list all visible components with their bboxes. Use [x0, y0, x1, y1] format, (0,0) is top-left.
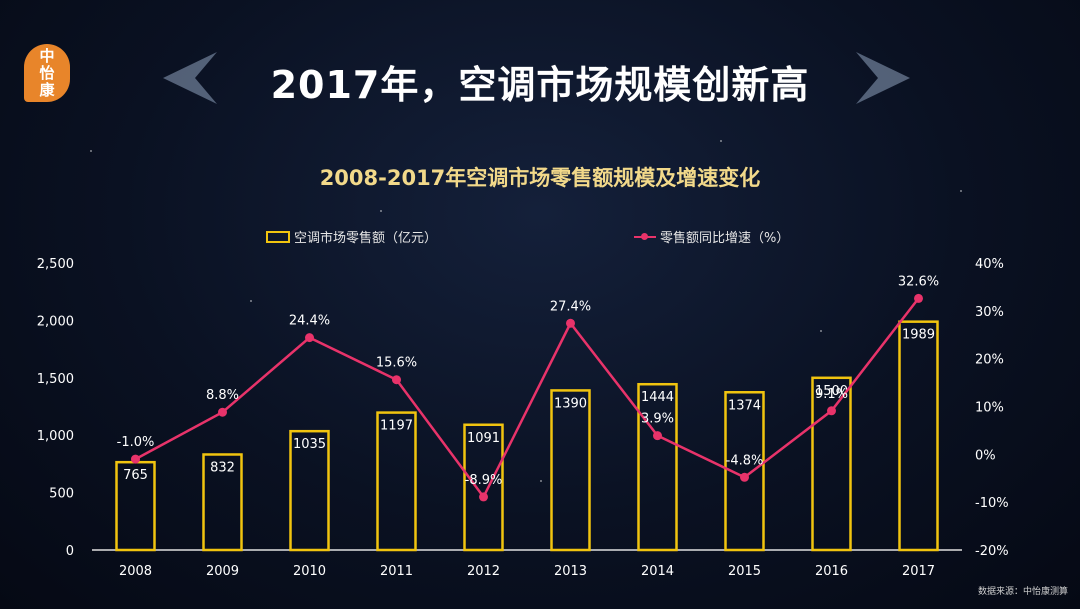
bar-value-label: 832 — [210, 460, 235, 475]
brand-logo: 中 怡 康 — [24, 44, 70, 102]
bar-value-label: 1500 — [815, 384, 848, 399]
x-tick-label: 2008 — [119, 564, 152, 579]
bar — [637, 382, 678, 552]
growth-value-label: 24.4% — [289, 314, 330, 329]
bar-value-label: 1374 — [728, 398, 761, 413]
growth-value-label: -8.9% — [465, 473, 503, 488]
y-left-tick-label: 500 — [49, 487, 74, 502]
x-tick-label: 2010 — [293, 564, 326, 579]
growth-value-label: 32.6% — [898, 274, 939, 289]
x-tick-label: 2009 — [206, 564, 239, 579]
bar — [811, 376, 852, 552]
legend-item-sales: 空调市场零售额（亿元） — [266, 227, 437, 246]
logo-char-1: 中 — [39, 46, 55, 65]
growth-value-label: 27.4% — [550, 299, 591, 314]
chevron-right-decoration-icon — [856, 52, 910, 104]
legend-label-growth: 零售额同比增速（%） — [660, 231, 790, 246]
growth-point — [479, 492, 488, 502]
growth-value-label: 8.8% — [206, 388, 239, 403]
y-left-tick-label: 1,500 — [37, 372, 74, 387]
y-right-tick-label: 40% — [975, 257, 1004, 272]
x-tick-label: 2016 — [815, 564, 848, 579]
y-right-tick-label: 30% — [975, 305, 1004, 320]
growth-value-label: 15.6% — [376, 356, 417, 371]
bar-value-label: 1390 — [554, 396, 587, 411]
bar — [376, 411, 417, 552]
growth-point — [740, 472, 749, 482]
data-source-note: 数据来源：中怡康测算 — [977, 587, 1068, 597]
y-right-tick-label: 20% — [975, 353, 1004, 368]
chevron-left-decoration-icon — [163, 52, 217, 104]
growth-point — [914, 293, 923, 303]
x-tick-label: 2014 — [641, 564, 674, 579]
legend-item-growth: 零售额同比增速（%） — [634, 227, 789, 246]
bar-value-label: 765 — [123, 468, 148, 483]
growth-value-label: -4.8% — [726, 453, 764, 468]
legend-label-sales: 空调市场零售额（亿元） — [294, 231, 438, 246]
y-left-tick-label: 2,000 — [37, 314, 74, 329]
chart-title: 2008-2017年空调市场零售额规模及增速变化 — [319, 166, 761, 190]
x-tick-label: 2012 — [467, 564, 500, 579]
bar — [898, 320, 939, 552]
growth-value-label: -1.0% — [117, 435, 155, 450]
logo-char-2: 怡 — [39, 63, 55, 82]
page-title: 2017年，空调市场规模创新高 — [270, 63, 810, 107]
bar — [550, 389, 591, 552]
y-right-tick-label: 10% — [975, 401, 1004, 416]
x-tick-label: 2013 — [554, 564, 587, 579]
bar-value-label: 1444 — [641, 390, 674, 405]
y-right-tick-label: -20% — [975, 544, 1009, 559]
x-tick-label: 2017 — [902, 564, 935, 579]
bar — [289, 429, 330, 552]
bar — [463, 423, 504, 552]
x-tick-label: 2015 — [728, 564, 761, 579]
bar — [202, 453, 243, 552]
logo-char-3: 康 — [39, 80, 55, 99]
growth-value-label: 9.1% — [815, 387, 848, 402]
growth-line — [134, 297, 920, 500]
y-left-tick-label: 0 — [66, 544, 74, 559]
bar-value-label: 1989 — [902, 328, 935, 343]
bar-value-label: 1035 — [293, 437, 326, 452]
bar — [724, 391, 765, 552]
bar-value-label: 1197 — [380, 419, 413, 434]
y-left-tick-label: 2,500 — [37, 257, 74, 272]
y-left-tick-label: 1,000 — [37, 429, 74, 444]
growth-point — [218, 407, 227, 417]
growth-point — [827, 406, 836, 416]
legend-bar-swatch-icon — [266, 230, 290, 243]
x-tick-label: 2011 — [380, 564, 413, 579]
y-right-tick-label: 0% — [975, 448, 996, 463]
growth-point — [653, 431, 662, 441]
growth-point — [566, 318, 575, 328]
growth-value-label: 3.9% — [641, 412, 674, 427]
growth-point — [392, 375, 401, 385]
growth-point — [131, 454, 140, 464]
bar-value-label: 1091 — [467, 431, 500, 446]
growth-point — [305, 333, 314, 343]
y-right-tick-label: -10% — [975, 496, 1009, 511]
legend-line-swatch-icon — [634, 232, 656, 240]
